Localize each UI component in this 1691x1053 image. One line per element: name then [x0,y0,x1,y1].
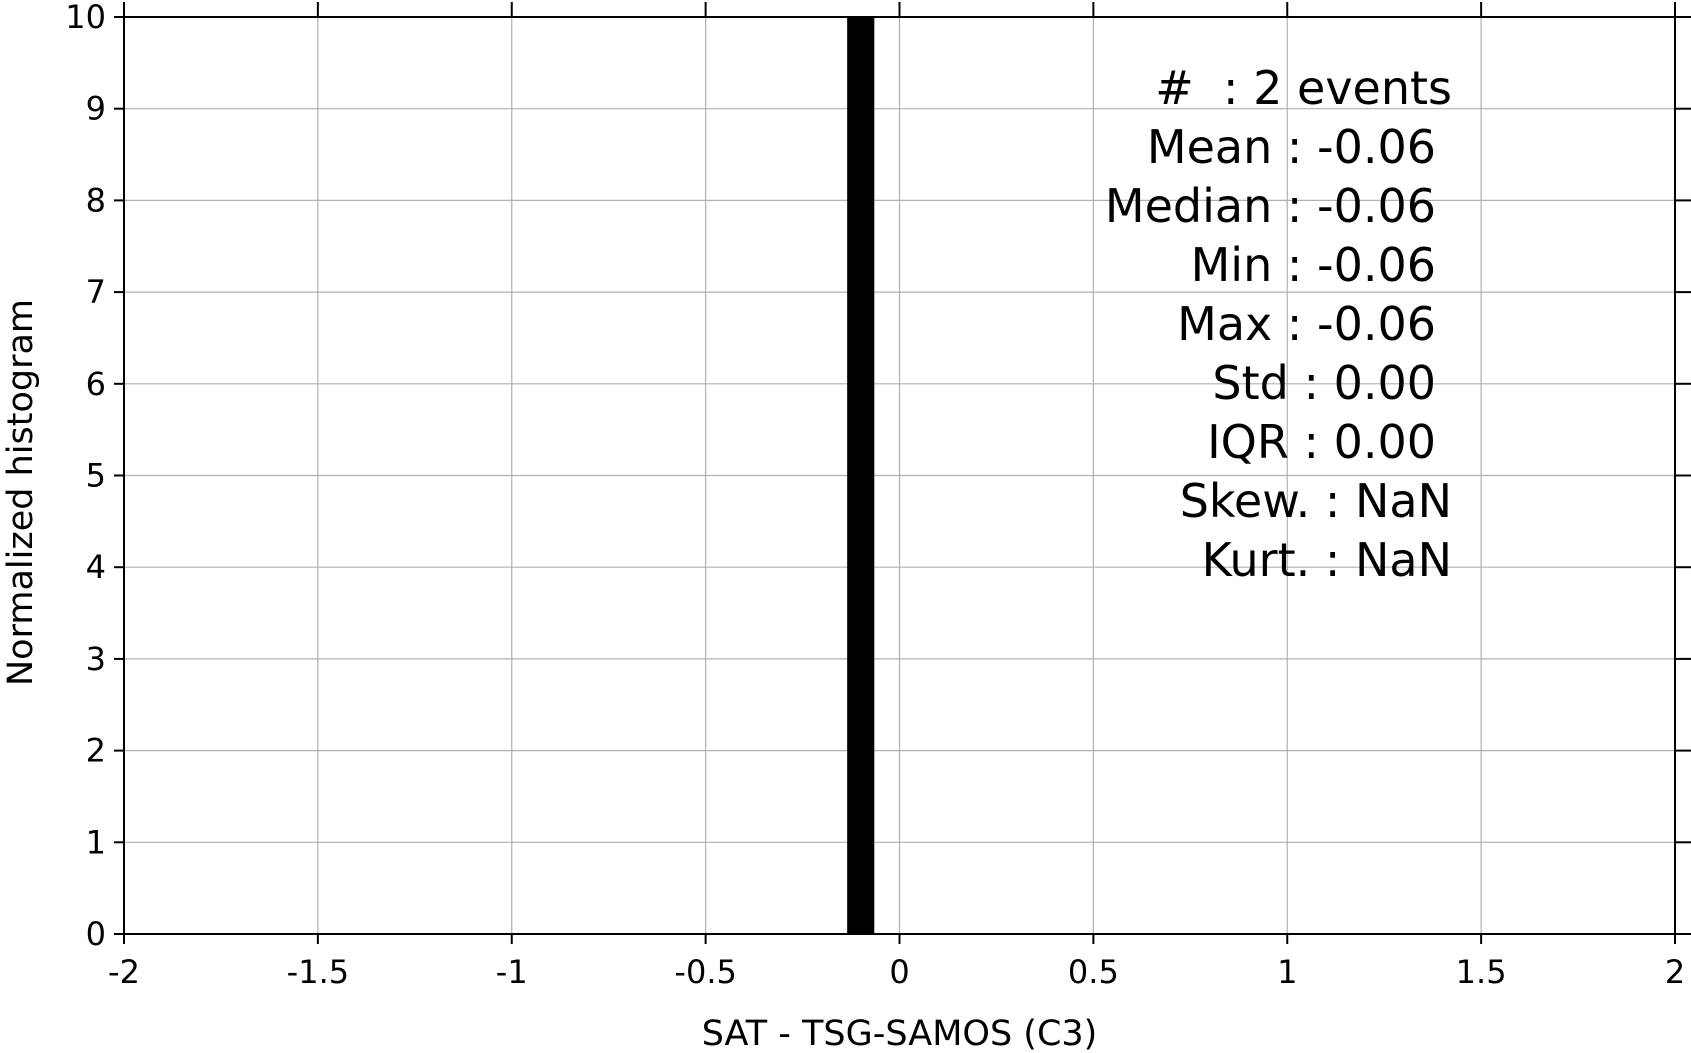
axis-ticks [114,2,1691,944]
grid [124,17,1675,934]
y-tick-label: 10 [65,0,106,36]
y-axis-title: Normalized histogram [1,299,41,686]
y-tick-label: 9 [86,90,106,128]
x-tick-label: -0.5 [674,953,736,991]
histogram-bars [847,17,875,934]
y-tick-label: 6 [86,365,106,403]
y-tick-label: 3 [86,640,106,678]
x-tick-label: 0.5 [1068,953,1119,991]
x-tick-label: -2 [108,953,140,991]
histogram-bar [847,17,875,934]
stat-line: Max : -0.06 [1177,297,1436,351]
x-tick-label: 1.5 [1456,953,1507,991]
stat-line: IQR : 0.00 [1207,415,1436,469]
stat-line: Kurt. : NaN [1202,533,1452,587]
x-axis-title: SAT - TSG-SAMOS (C3) [702,1014,1098,1053]
y-tick-label: 0 [86,915,106,953]
y-tick-label: 2 [86,732,106,770]
stat-line: # : 2 events [1155,61,1452,115]
y-tick-label: 1 [86,823,106,861]
x-tick-label: 1 [1277,953,1297,991]
stat-line: Median : -0.06 [1105,179,1436,233]
y-tick-label: 4 [86,548,106,586]
x-tick-label: 0 [889,953,909,991]
x-tick-label: -1.5 [287,953,349,991]
y-tick-label: 8 [86,181,106,219]
x-tick-labels: -2 -1.5 -1 -0.5 0 0.5 1 1.5 2 [108,953,1685,991]
stat-line: Skew. : NaN [1180,474,1452,528]
stat-line: Std : 0.00 [1212,356,1436,410]
stat-line: Mean : -0.06 [1147,120,1436,174]
y-tick-label: 7 [86,273,106,311]
stat-line: Min : -0.06 [1191,238,1436,292]
x-tick-label: -1 [496,953,528,991]
y-tick-label: 5 [86,457,106,495]
y-tick-labels: 0 1 2 3 4 5 6 7 8 9 10 [65,0,106,953]
x-tick-label: 2 [1665,953,1685,991]
